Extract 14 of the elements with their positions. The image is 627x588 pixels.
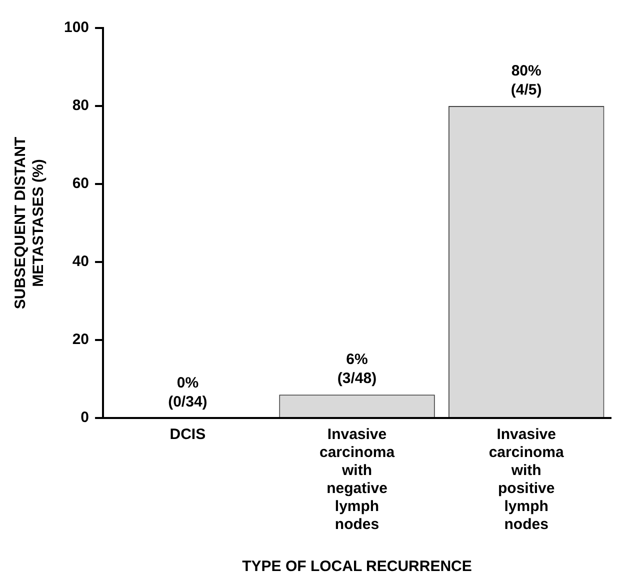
y-tick-label: 80 (72, 97, 90, 114)
data-label: 0% (0/34) (168, 374, 208, 411)
y-axis-title: SUBSEQUENT DISTANT METASTASES (%) (12, 136, 48, 310)
y-tick-label: 40 (72, 253, 90, 270)
x-tick-label: Invasive carcinoma with negative lymph nodes (319, 426, 396, 534)
y-tick-label: 20 (72, 331, 90, 348)
x-axis-title: TYPE OF LOCAL RECURRENCE (242, 558, 472, 576)
y-tick-label: 100 (64, 19, 90, 36)
y-tick-label: 60 (72, 175, 90, 192)
x-tick-label: DCIS (170, 426, 206, 444)
y-tick-label: 0 (80, 409, 90, 426)
data-label: 6% (3/48) (337, 351, 377, 388)
data-label: 80% (4/5) (510, 62, 542, 99)
x-tick-label: Invasive carcinoma with positive lymph nodes (488, 426, 565, 534)
